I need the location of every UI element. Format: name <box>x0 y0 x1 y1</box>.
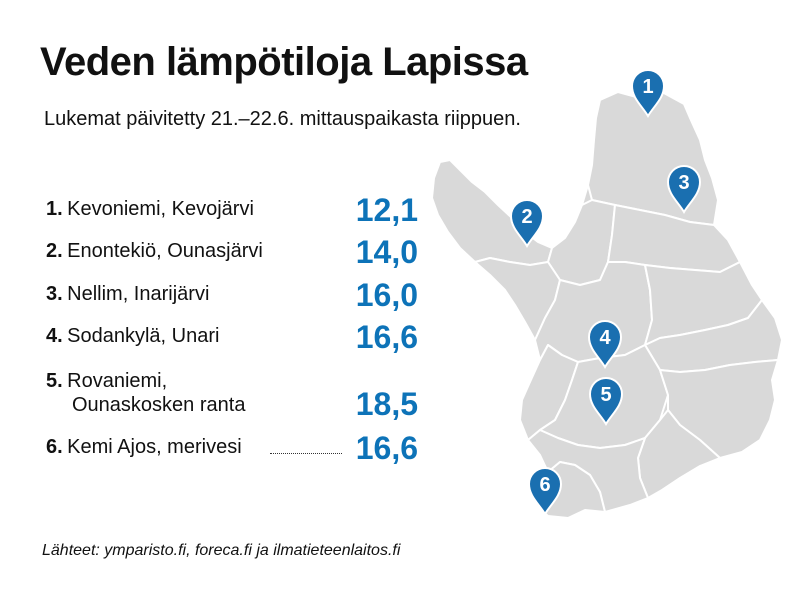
location-name: Kevoniemi, Kevojärvi <box>67 198 254 220</box>
map-pin-icon <box>588 377 624 426</box>
map-pin-label: 2 <box>521 206 532 228</box>
page-title: Veden lämpötiloja Lapissa <box>40 40 528 84</box>
location-row-6: 6. Kemi Ajos, merivesi 16,6 <box>46 430 426 466</box>
map-pin-label: 1 <box>642 76 653 98</box>
map-pin-icon <box>527 467 563 516</box>
map-pin-3: 3 <box>666 165 702 214</box>
location-name: Sodankylä, Unari <box>67 325 220 347</box>
map-regions <box>431 91 783 519</box>
map-pin-4: 4 <box>587 320 623 369</box>
location-number: 5. <box>46 370 63 392</box>
location-name-line1: Rovaniemi, <box>67 370 168 392</box>
map-pins: 1 2 3 4 5 6 <box>509 69 702 516</box>
location-row-1: 1. Kevoniemi, Kevojärvi 12,1 <box>46 192 426 228</box>
location-row-5: 5. Rovaniemi, Ounaskosken ranta 18,5 <box>46 370 426 422</box>
temperature-value: 16,6 <box>355 430 418 466</box>
temperature-value: 14,0 <box>355 234 418 270</box>
dotted-leader <box>270 453 342 454</box>
map-pin-5: 5 <box>588 377 624 426</box>
location-number: 6. <box>46 436 63 458</box>
map-pin-6: 6 <box>527 467 563 516</box>
location-number: 1. <box>46 198 63 220</box>
temperature-value: 16,6 <box>355 319 418 355</box>
map-pin-icon <box>587 320 623 369</box>
location-name: Nellim, Inarijärvi <box>67 283 210 305</box>
temperature-value: 12,1 <box>355 192 418 228</box>
map-pin-label: 3 <box>678 172 689 194</box>
page-subtitle: Lukemat päivitetty 21.–22.6. mittauspaik… <box>44 108 521 130</box>
source-credit: Lähteet: ymparisto.fi, foreca.fi ja ilma… <box>42 542 401 559</box>
map-pin-icon <box>509 199 545 248</box>
map-pin-label: 4 <box>599 327 611 349</box>
location-number: 3. <box>46 283 63 305</box>
location-number: 4. <box>46 325 63 347</box>
location-number: 2. <box>46 240 63 262</box>
temperature-value: 16,0 <box>355 277 418 313</box>
map-pin-1: 1 <box>630 69 666 118</box>
map-pin-icon <box>630 69 666 118</box>
map-pin-label: 5 <box>600 384 611 406</box>
location-name-line2: Ounaskosken ranta <box>72 394 246 416</box>
location-name: Kemi Ajos, merivesi <box>67 436 242 458</box>
map-pin-2: 2 <box>509 199 545 248</box>
map-pin-label: 6 <box>539 474 550 496</box>
map-pin-icon <box>666 165 702 214</box>
location-name: Enontekiö, Ounasjärvi <box>67 240 263 262</box>
location-row-4: 4. Sodankylä, Unari 16,6 <box>46 319 426 355</box>
temperature-value: 18,5 <box>355 386 418 422</box>
location-row-3: 3. Nellim, Inarijärvi 16,0 <box>46 277 426 313</box>
location-row-2: 2. Enontekiö, Ounasjärvi 14,0 <box>46 234 426 270</box>
